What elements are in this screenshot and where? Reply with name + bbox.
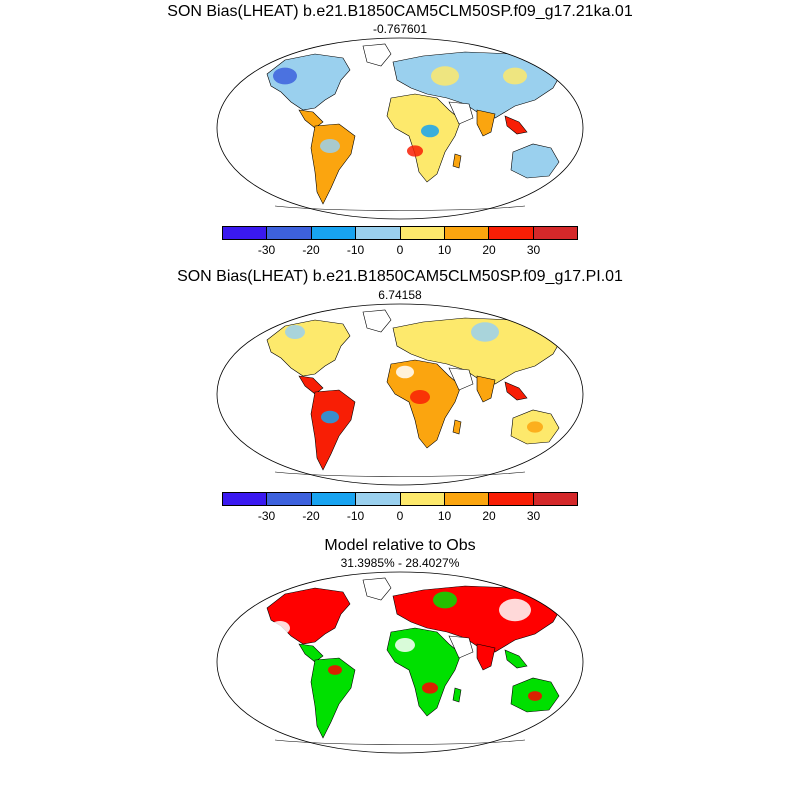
map-border	[216, 37, 584, 220]
colorbar-1-segment	[356, 227, 401, 239]
map-border	[216, 303, 584, 486]
data-patch	[528, 691, 542, 701]
continent-seAsia	[504, 115, 528, 135]
colorbar-2-ticks: -30 -20 -10 0 10 20 30	[222, 509, 578, 523]
colorbar-2-tick: 10	[437, 509, 452, 523]
continent-centralAmerica	[298, 109, 324, 129]
data-patch	[395, 638, 415, 652]
colorbar-1-tick: 20	[482, 243, 496, 257]
data-patch	[285, 325, 305, 339]
data-patch	[410, 390, 430, 404]
panel-1-subtitle: -0.767601	[372, 22, 428, 36]
data-patch	[407, 145, 423, 157]
panel-3-title: Model relative to Obs	[324, 537, 476, 554]
antarctica-coast	[274, 471, 526, 477]
continent-greenland	[362, 43, 392, 67]
data-patch	[396, 365, 414, 379]
panel-2-subtitle: 6.74158	[378, 288, 422, 302]
panel-1-map	[216, 37, 584, 220]
colorbar-1-segment	[400, 227, 445, 239]
data-patch	[421, 124, 439, 138]
data-patch	[321, 410, 339, 424]
panel-2-title: SON Bias(LHEAT) b.e21.B1850CAM5CLM50SP.f…	[177, 268, 623, 285]
colorbar-2-segment	[311, 493, 357, 505]
colorbar-1-segment	[533, 227, 577, 239]
colorbar-2-segment	[533, 493, 577, 505]
colorbar-1-tick: 10	[437, 243, 452, 257]
colorbar-2	[222, 492, 578, 506]
antarctica-coast	[274, 739, 526, 745]
continent-arabia	[448, 635, 474, 659]
colorbar-1-ticks: -30 -20 -10 0 10 20 30	[222, 243, 578, 257]
data-patch	[503, 67, 527, 85]
colorbar-2-segment	[444, 493, 490, 505]
colorbar-2-segment	[489, 493, 534, 505]
colorbar-2-tick: -30	[257, 509, 276, 523]
continent-australia	[510, 143, 560, 179]
map-group-3	[216, 571, 584, 754]
panel-1-title: SON Bias(LHEAT) b.e21.B1850CAM5CLM50SP.f…	[167, 3, 633, 20]
colorbar-1-tick: 30	[526, 243, 541, 257]
colorbar-1-segment	[444, 227, 490, 239]
continent-seAsia	[504, 649, 528, 669]
data-patch	[433, 591, 457, 609]
data-patch	[422, 682, 438, 694]
continent-india	[476, 375, 496, 403]
continent-madagascar	[452, 153, 462, 169]
antarctica-coast	[274, 205, 526, 211]
data-patch	[328, 665, 342, 675]
map-group-1	[216, 37, 584, 220]
continent-africa	[386, 93, 462, 183]
colorbar-1-segment	[223, 227, 268, 239]
panel-3-map	[216, 571, 584, 754]
data-patch	[431, 66, 459, 86]
continent-africa	[386, 359, 462, 449]
colorbar-2-tick: 20	[482, 509, 496, 523]
colorbar-1-tick: -20	[302, 243, 320, 257]
colorbar-2-segment	[223, 493, 268, 505]
continent-greenland	[362, 577, 392, 601]
colorbar-2-tick: -10	[346, 509, 365, 523]
colorbar-1	[222, 226, 578, 240]
data-patch	[527, 421, 543, 433]
data-patch	[499, 598, 531, 622]
continent-europeAsia	[392, 317, 562, 385]
data-patch	[320, 139, 340, 153]
colorbar-1-tick: 0	[396, 243, 404, 257]
colorbar-2-segment	[400, 493, 445, 505]
panel-2-map	[216, 303, 584, 486]
continent-centralAmerica	[298, 375, 324, 395]
continent-arabia	[448, 101, 474, 125]
map-border	[216, 571, 584, 754]
colorbar-2-tick: 0	[396, 509, 404, 523]
colorbar-1-segment	[267, 227, 312, 239]
colorbar-1-segment	[311, 227, 357, 239]
continent-india	[476, 109, 496, 137]
continent-southAmerica	[310, 657, 356, 739]
data-patch	[273, 67, 297, 85]
continent-madagascar	[452, 419, 462, 435]
continent-seAsia	[504, 381, 528, 401]
continent-southAmerica	[310, 389, 356, 471]
continent-greenland	[362, 309, 392, 333]
panel-3-subtitle: 31.3985% - 28.4027%	[340, 556, 460, 570]
data-patch	[270, 621, 290, 635]
colorbar-1-tick: -10	[346, 243, 365, 257]
colorbar-2-tick: 30	[526, 509, 541, 523]
colorbar-2-segment	[267, 493, 312, 505]
colorbar-2-tick: -20	[302, 509, 320, 523]
continent-india	[476, 643, 496, 671]
colorbar-2-segment	[356, 493, 401, 505]
continent-arabia	[448, 367, 474, 391]
colorbar-1-segment	[489, 227, 534, 239]
colorbar-1-tick: -30	[257, 243, 276, 257]
map-group-2	[216, 303, 584, 486]
continent-centralAmerica	[298, 643, 324, 663]
data-patch	[471, 322, 499, 342]
continent-madagascar	[452, 687, 462, 703]
